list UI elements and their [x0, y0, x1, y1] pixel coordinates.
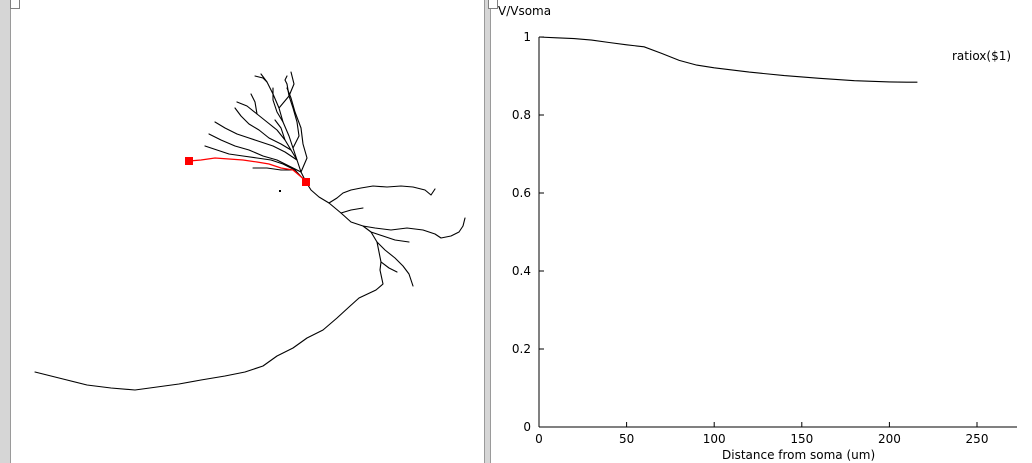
- distal-point-marker[interactable]: [185, 157, 193, 165]
- x-axis-label: Distance from soma (um): [722, 448, 875, 462]
- tick-marks: 0 50 100 150 200 250 0 0.2 0.4 0.6 0.8 1: [512, 30, 989, 446]
- neuron-morphology-panel[interactable]: [11, 0, 484, 463]
- x-tick-label: 50: [619, 432, 634, 446]
- voltage-ratio-graph-panel[interactable]: V/Vsoma Distance from soma (um) ratiox($…: [490, 0, 1032, 463]
- y-tick-label: 0.4: [512, 264, 531, 278]
- stray-dot: [279, 190, 281, 192]
- highlighted-path: [188, 157, 307, 182]
- x-tick-label: 200: [878, 432, 901, 446]
- x-tick-label: 0: [535, 432, 543, 446]
- series-line-ratiox: [538, 36, 918, 83]
- panel-divider[interactable]: [484, 0, 491, 463]
- soma-marker[interactable]: [302, 178, 310, 186]
- x-tick-label: 100: [703, 432, 726, 446]
- y-axis-label: V/Vsoma: [498, 4, 551, 18]
- y-tick-label: 0.2: [512, 342, 531, 356]
- legend-label: ratiox($1): [952, 49, 1011, 63]
- morph-panel-corner-box[interactable]: [10, 0, 20, 9]
- x-tick-label: 250: [966, 432, 989, 446]
- neuron-morphology-canvas[interactable]: [11, 0, 484, 463]
- x-tick-label: 150: [790, 432, 813, 446]
- series-lines: [538, 36, 918, 83]
- axes: [538, 37, 1017, 428]
- voltage-ratio-chart[interactable]: V/Vsoma Distance from soma (um) ratiox($…: [490, 0, 1032, 463]
- y-tick-label: 0.8: [512, 108, 531, 122]
- graph-panel-corner-box[interactable]: [488, 0, 498, 9]
- y-tick-label: 0.6: [512, 186, 531, 200]
- left-window-edge: [0, 0, 11, 463]
- y-tick-label: 0: [523, 420, 531, 434]
- dendrite-tree: [34, 71, 466, 391]
- y-tick-label: 1: [523, 30, 531, 44]
